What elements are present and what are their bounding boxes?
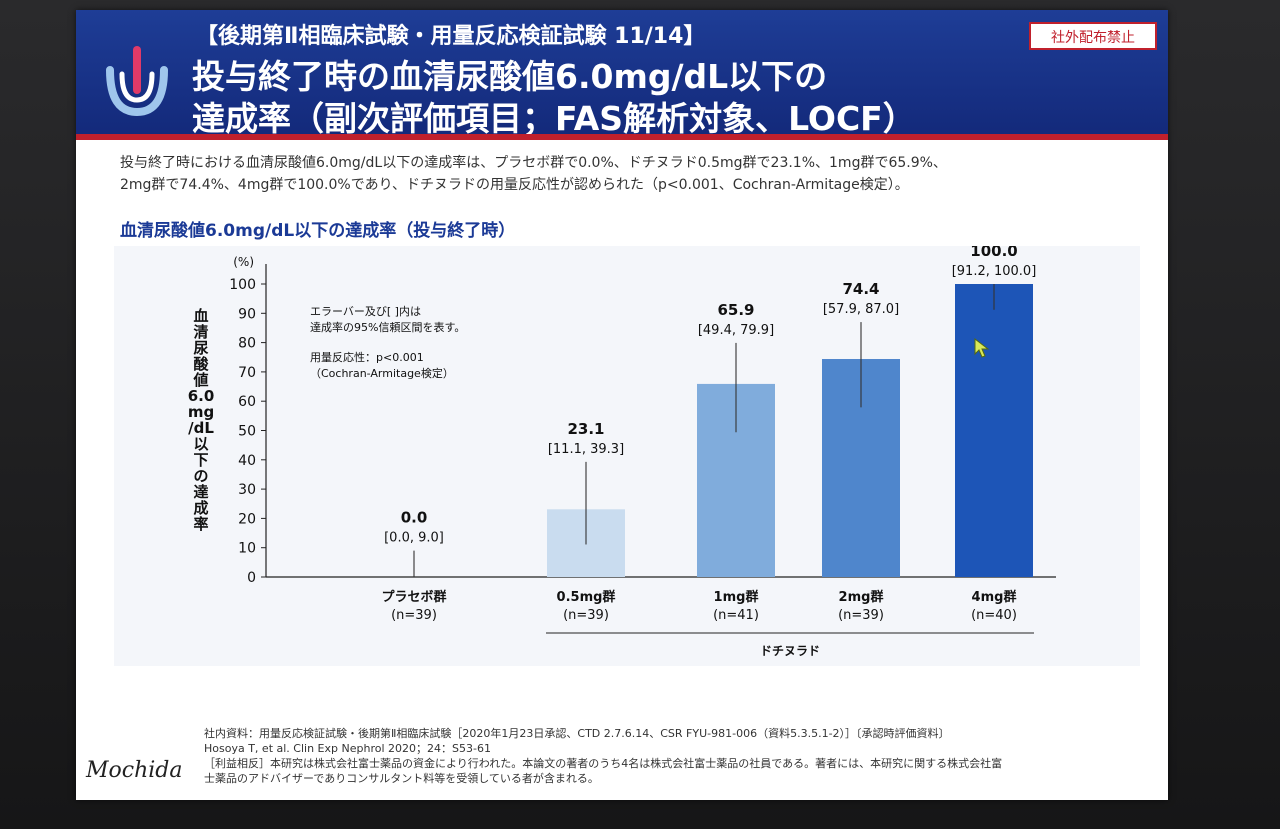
y-axis-label-char: 成	[193, 499, 209, 517]
group-label: ドチヌラド	[760, 644, 820, 658]
bar-chart: (%) 0 10 20 30 40 50 60 70 80 90 100 0.0 [0.0, 9.0] プラ…	[229, 246, 1056, 658]
y-axis-label-char: 6.0	[187, 387, 215, 405]
y-tick-label: 50	[238, 424, 256, 440]
chart-notes: エラーバー及び[ ]内は 達成率の95%信頼区間を表す。 用量反応性：p<0.0…	[310, 304, 465, 382]
note-line: 用量反応性：p<0.001	[310, 351, 424, 364]
data-label: 23.1	[567, 420, 604, 438]
y-axis-label-char: 血	[193, 307, 209, 325]
x-tick-label: 2mg群	[839, 589, 884, 605]
reference-line: Hosoya T, et al. Clin Exp Nephrol 2020；2…	[204, 742, 491, 755]
ci-label: [91.2, 100.0]	[952, 264, 1037, 279]
y-axis-label-char: 尿	[193, 339, 209, 357]
y-axis-label-char: 下	[193, 451, 209, 469]
n-label: (n=39)	[563, 608, 609, 623]
n-label: (n=39)	[391, 608, 437, 623]
presentation-slide: 【後期第Ⅱ相臨床試験・用量反応検証試験 11/14】 投与終了時の血清尿酸値6.…	[76, 10, 1168, 800]
y-tick-label: 80	[238, 336, 256, 352]
summary-text: 投与終了時における血清尿酸値6.0mg/dL以下の達成率は、プラセボ群で0.0%…	[120, 152, 1150, 196]
y-tick-label: 20	[238, 511, 256, 527]
y-tick-label: 70	[238, 365, 256, 381]
x-tick-label: 0.5mg群	[557, 589, 616, 605]
y-axis-label-char: mg	[187, 403, 215, 421]
y-tick-label: 0	[247, 570, 256, 586]
reference-line: ［利益相反］本研究は株式会社富士薬品の資金により行われた。本論文の著者のうち4名…	[204, 757, 1003, 770]
note-line: （Cochran-Armitage検定）	[310, 367, 454, 380]
summary-line: 2mg群で74.4%、4mg群で100.0%であり、ドチヌラドの用量反応性が認め…	[120, 177, 909, 193]
chart-title: 血清尿酸値6.0mg/dL以下の達成率（投与終了時）	[120, 221, 516, 241]
slide-title-line2: 達成率（副次評価項目；FAS解析対象、LOCF）	[192, 99, 916, 138]
data-label: 0.0	[401, 509, 428, 527]
ci-label: [57.9, 87.0]	[823, 302, 899, 317]
y-axis-label-char: 値	[193, 371, 209, 389]
x-tick-label: 4mg群	[972, 589, 1017, 605]
slide-subtitle: 【後期第Ⅱ相臨床試験・用量反応検証試験 11/14】	[196, 24, 706, 49]
y-tick-label: 40	[238, 453, 256, 469]
mouse-cursor-icon	[974, 338, 990, 358]
reference-line: 社内資料：用量反応検証試験・後期第Ⅱ相臨床試験［2020年1月23日承認、CTD…	[204, 727, 950, 740]
y-axis-label-char: /dL	[188, 419, 214, 437]
y-tick-label: 90	[238, 306, 256, 322]
y-axis-label-char: 清	[193, 323, 209, 341]
slide-title-line1: 投与終了時の血清尿酸値6.0mg/dL以下の	[192, 57, 828, 96]
y-tick-label: 10	[238, 541, 256, 557]
bar	[955, 284, 1033, 577]
y-axis-unit: (%)	[233, 255, 254, 269]
x-tick-label: 1mg群	[714, 589, 759, 605]
footer-references: 社内資料：用量反応検証試験・後期第Ⅱ相臨床試験［2020年1月23日承認、CTD…	[204, 726, 1154, 786]
data-label: 74.4	[842, 280, 879, 298]
header-divider	[76, 134, 1168, 140]
y-axis-label-char: 以	[193, 435, 209, 453]
reference-line: 士薬品のアドバイザーでありコンサルタント料等を受領している者が含まれる。	[204, 772, 599, 785]
y-axis-label-char: の	[193, 467, 209, 485]
note-line: エラーバー及び[ ]内は	[310, 305, 421, 318]
ci-label: [49.4, 79.9]	[698, 323, 774, 338]
y-tick-label: 100	[229, 277, 256, 293]
slide-header: 【後期第Ⅱ相臨床試験・用量反応検証試験 11/14】 投与終了時の血清尿酸値6.…	[76, 10, 1168, 140]
n-label: (n=39)	[838, 608, 884, 623]
data-label: 100.0	[970, 246, 1017, 260]
brand-logo-text: Mochida	[86, 758, 183, 783]
x-tick-label: プラセボ群	[381, 589, 446, 605]
y-tick-label: 60	[238, 394, 256, 410]
ci-label: [11.1, 39.3]	[548, 442, 624, 457]
n-label: (n=40)	[971, 608, 1017, 623]
data-label: 65.9	[717, 301, 754, 319]
y-axis-label-char: 率	[193, 515, 209, 533]
n-label: (n=41)	[713, 608, 759, 623]
y-axis-label-char: 達	[193, 483, 209, 501]
no-distribution-badge: 社外配布禁止	[1029, 22, 1157, 50]
mochida-logo-icon	[106, 46, 168, 117]
y-axis-label-char: 酸	[193, 355, 209, 373]
y-tick-label: 30	[238, 482, 256, 498]
note-line: 達成率の95%信頼区間を表す。	[310, 321, 466, 334]
y-axis-label: 血清尿酸値 6.0 mg/dL 以下の達成率	[186, 308, 216, 532]
summary-line: 投与終了時における血清尿酸値6.0mg/dL以下の達成率は、プラセボ群で0.0%…	[120, 155, 947, 171]
ci-label: [0.0, 9.0]	[384, 531, 444, 546]
